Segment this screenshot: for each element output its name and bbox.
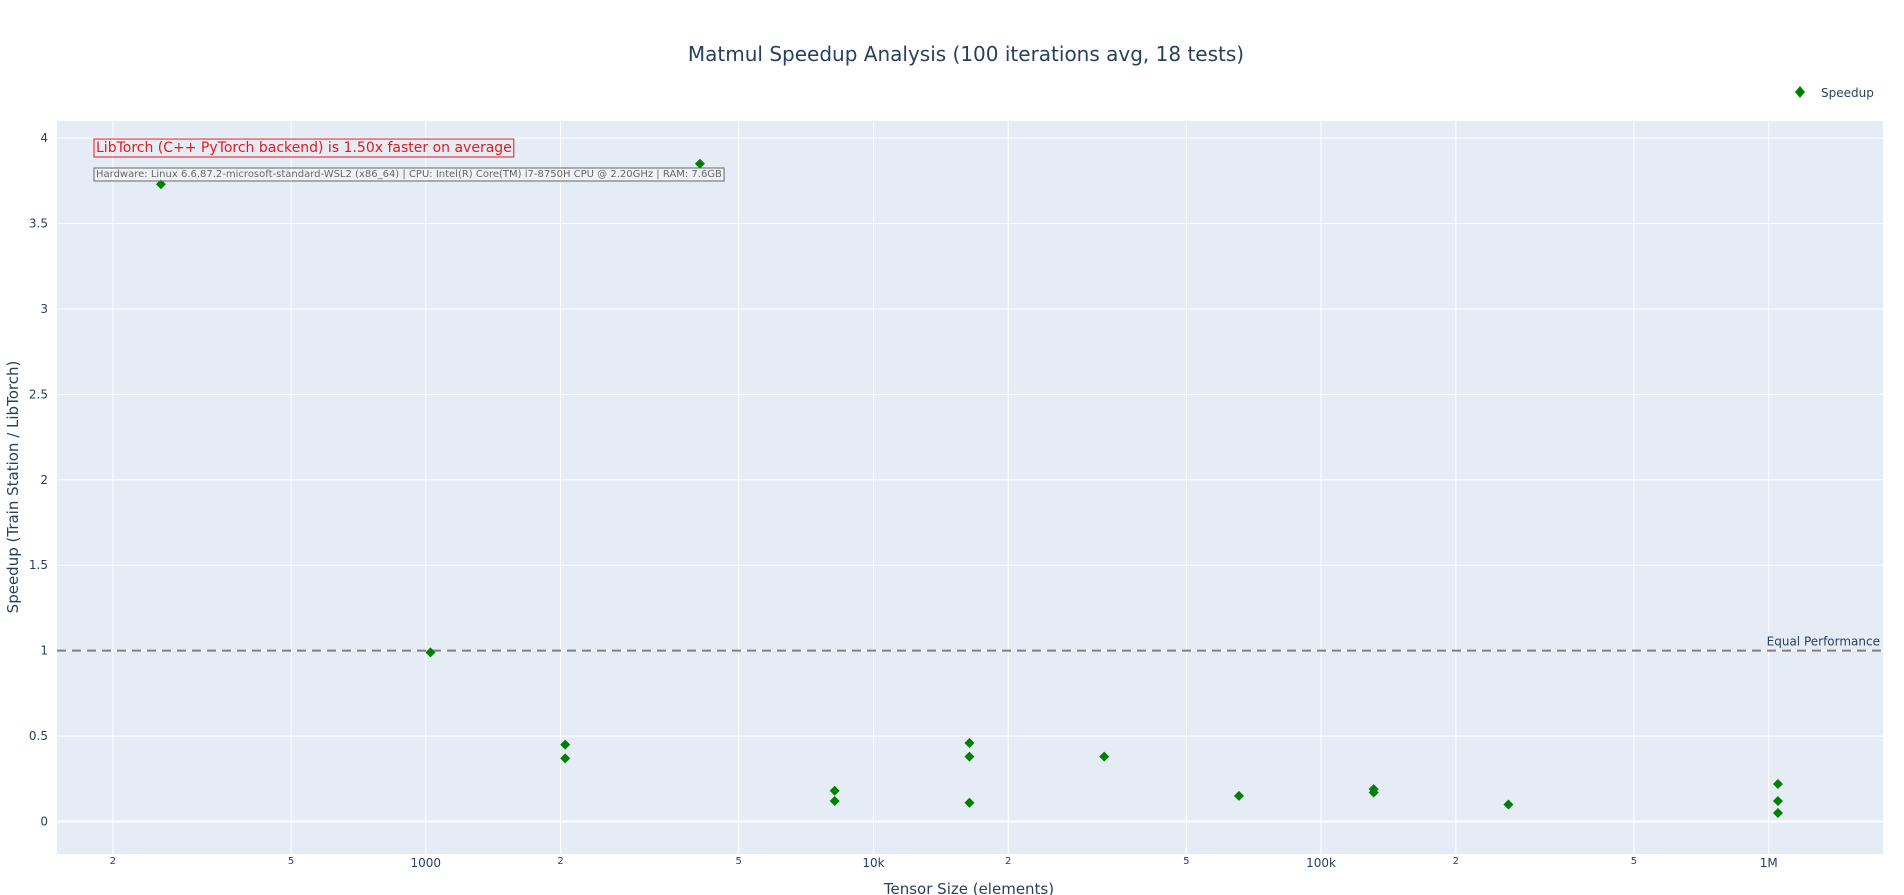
- y-tick-label: 0.5: [29, 729, 48, 743]
- x-axis-title: Tensor Size (elements): [883, 880, 1054, 895]
- equal-performance-line: Equal Performance: [57, 635, 1883, 652]
- x-tick-label: 5: [1631, 856, 1637, 867]
- y-axis-ticks: 0 0.5 1 1.5 2 2.5 3 3.5 4: [29, 131, 48, 828]
- y-tick-label: 0: [40, 815, 48, 829]
- y-tick-label: 3: [40, 302, 48, 316]
- data-point-diamond: [560, 753, 571, 764]
- hardware-annotation-text: Hardware: Linux 6.6.87.2-microsoft-stand…: [96, 169, 722, 180]
- data-point-diamond: [1233, 790, 1244, 801]
- data-point-diamond: [560, 739, 571, 750]
- equal-performance-label: Equal Performance: [1767, 635, 1880, 649]
- plot-background: [57, 121, 1883, 854]
- data-point-diamond: [1772, 796, 1783, 807]
- data-point-diamond: [964, 751, 975, 762]
- y-tick-label: 2: [40, 473, 48, 487]
- data-point-diamond: [829, 796, 840, 807]
- y-tick-label: 1: [40, 644, 48, 658]
- x-tick-label: 5: [288, 856, 294, 867]
- data-point-diamond: [425, 647, 436, 658]
- legend-label-speedup: Speedup: [1821, 86, 1874, 100]
- y-tick-label: 2.5: [29, 387, 48, 401]
- y-tick-label: 3.5: [29, 217, 48, 231]
- x-tick-label: 1M: [1760, 856, 1778, 870]
- legend-diamond-icon: [1795, 86, 1805, 98]
- x-tick-label: 100k: [1306, 856, 1336, 870]
- data-point-diamond: [1099, 751, 1110, 762]
- data-point-diamond: [1368, 787, 1379, 798]
- summary-annotation-text: LibTorch (C++ PyTorch backend) is 1.50x …: [96, 140, 512, 156]
- x-tick-label: 5: [1183, 856, 1189, 867]
- data-points: [155, 158, 1783, 818]
- data-point-diamond: [964, 797, 975, 808]
- y-tick-label: 4: [40, 131, 48, 145]
- data-point-diamond: [829, 785, 840, 796]
- x-tick-label: 5: [736, 856, 742, 867]
- data-point-diamond: [1772, 778, 1783, 789]
- hardware-annotation-box: [93, 167, 725, 182]
- x-tick-label: 1000: [411, 856, 442, 870]
- hardware-annotation: Hardware: Linux 6.6.87.2-microsoft-stand…: [93, 167, 725, 182]
- y-tick-label: 1.5: [29, 558, 48, 572]
- data-point-diamond: [964, 737, 975, 748]
- data-point-diamond: [1772, 807, 1783, 818]
- x-tick-label: 10k: [862, 856, 884, 870]
- y-axis-title: Speedup (Train Station / LibTorch): [4, 361, 22, 614]
- x-tick-label: 2: [1005, 856, 1011, 867]
- x-tick-label: 2: [557, 856, 563, 867]
- legend[interactable]: Speedup: [1795, 86, 1874, 100]
- chart-title: Matmul Speedup Analysis (100 iterations …: [688, 42, 1244, 66]
- data-point-diamond: [155, 179, 166, 190]
- x-axis-ticks: 1000 10k 100k 1M 2 5 2 5 2 5 2 5: [110, 856, 1778, 870]
- summary-annotation: LibTorch (C++ PyTorch backend) is 1.50x …: [93, 138, 515, 158]
- data-point-diamond: [694, 158, 705, 169]
- x-tick-label: 2: [110, 856, 116, 867]
- x-tick-label: 2: [1453, 856, 1459, 867]
- summary-annotation-box: [93, 138, 515, 158]
- data-point-diamond: [1503, 799, 1514, 810]
